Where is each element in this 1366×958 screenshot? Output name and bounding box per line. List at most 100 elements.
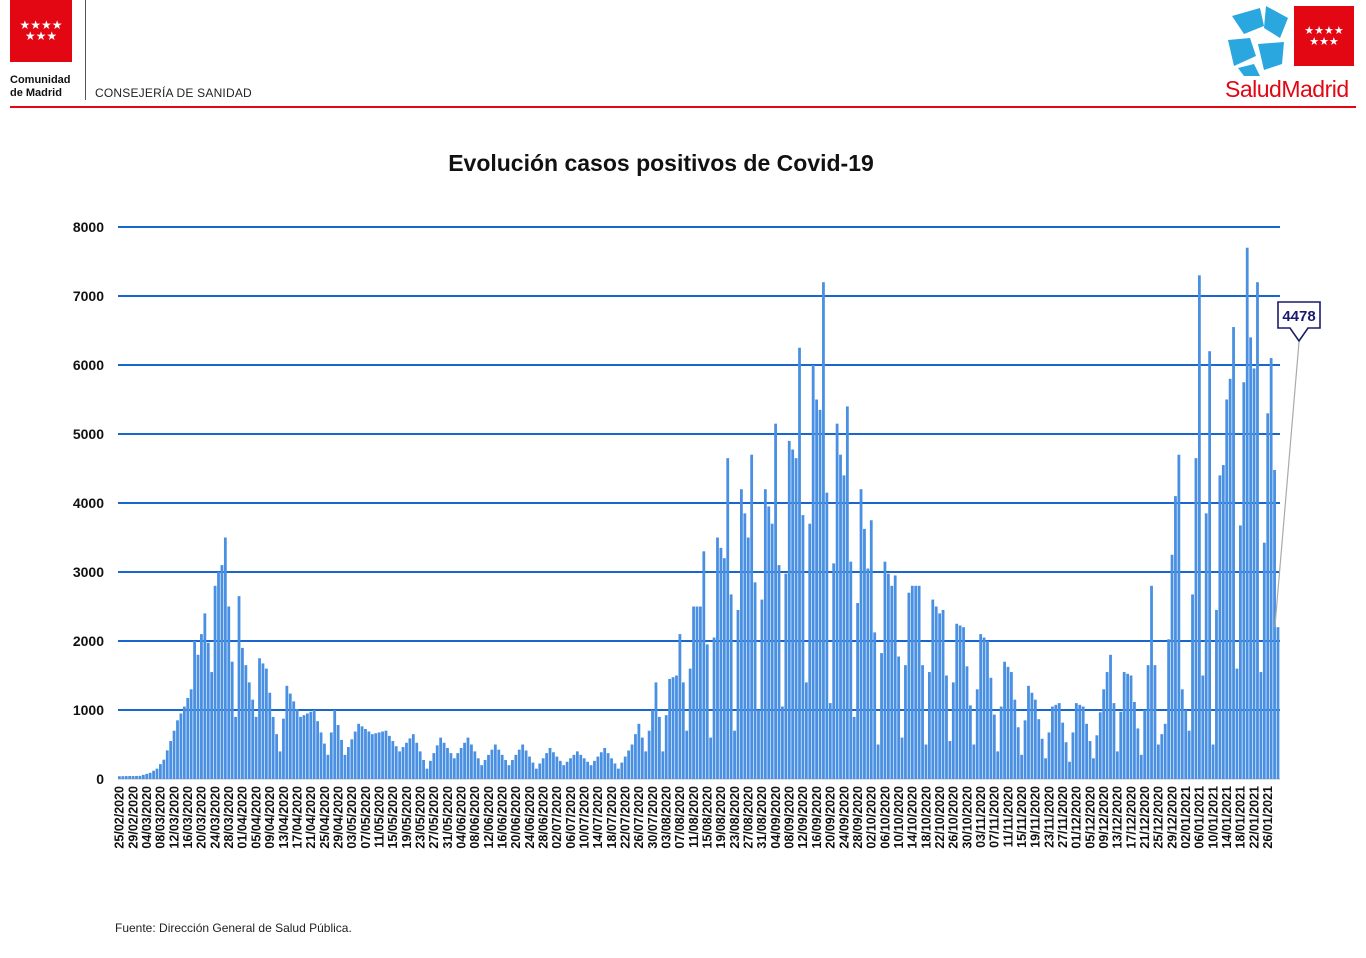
- bar: [927, 672, 931, 779]
- x-tick-label: 05/12/2020: [1083, 786, 1097, 849]
- bar: [979, 634, 983, 779]
- bar: [883, 561, 887, 779]
- bar: [500, 754, 504, 779]
- bar: [398, 751, 402, 779]
- bar: [473, 751, 477, 779]
- x-tick-label: 22/07/2020: [619, 786, 633, 849]
- bar: [931, 599, 935, 779]
- bar: [777, 565, 781, 779]
- bar: [1194, 458, 1198, 779]
- bar: [370, 734, 374, 779]
- bar: [384, 730, 388, 779]
- x-tick-label: 06/10/2020: [878, 786, 892, 849]
- bar: [118, 776, 121, 779]
- bar: [555, 756, 559, 779]
- x-tick-label: 26/10/2020: [947, 786, 961, 849]
- bar: [309, 711, 313, 779]
- x-tick-label: 26/07/2020: [632, 786, 646, 849]
- bar: [869, 520, 873, 779]
- bar: [692, 606, 695, 779]
- bar: [890, 585, 894, 779]
- bar: [849, 561, 853, 779]
- x-tick-label: 27/08/2020: [742, 786, 756, 849]
- bar: [760, 599, 764, 779]
- bar: [456, 753, 460, 780]
- bar: [593, 760, 596, 779]
- x-tick-label: 14/10/2020: [906, 786, 920, 849]
- bar: [217, 572, 220, 779]
- bar: [429, 760, 432, 779]
- bar: [145, 773, 149, 779]
- bar: [182, 706, 186, 779]
- bar: [996, 751, 1000, 779]
- x-tick-label: 04/06/2020: [455, 786, 469, 849]
- x-tick-label: 15/11/2020: [1015, 786, 1029, 848]
- bar: [394, 746, 398, 779]
- bar: [534, 768, 538, 779]
- bar: [856, 603, 860, 779]
- bar-series: [118, 247, 1280, 780]
- bar: [1269, 358, 1273, 779]
- bar: [726, 458, 730, 779]
- x-tick-label: 12/03/2020: [167, 786, 181, 849]
- x-tick-label: 23/08/2020: [728, 786, 742, 849]
- x-tick-label: 13/04/2020: [277, 786, 291, 849]
- bar: [302, 715, 306, 779]
- bar: [986, 641, 989, 779]
- bar: [452, 758, 456, 779]
- bar: [1252, 368, 1256, 779]
- bar: [435, 745, 439, 779]
- bar: [842, 475, 846, 779]
- bar: [794, 458, 798, 779]
- bar: [579, 754, 583, 779]
- bar: [839, 454, 842, 779]
- bar: [938, 613, 942, 779]
- y-tick-label: 0: [96, 771, 104, 787]
- bar: [702, 551, 706, 779]
- bar: [675, 675, 678, 779]
- bar: [1249, 337, 1253, 779]
- bar: [815, 399, 818, 779]
- bar: [152, 770, 155, 779]
- bar: [845, 406, 849, 779]
- x-tick-label: 13/12/2020: [1111, 786, 1125, 849]
- bar: [1235, 668, 1239, 779]
- bar: [1109, 654, 1112, 779]
- x-tick-label: 22/10/2020: [933, 786, 947, 849]
- bar: [589, 765, 593, 779]
- x-tick-label: 02/07/2020: [550, 786, 564, 849]
- bar: [822, 282, 825, 779]
- y-tick-label: 2000: [73, 633, 104, 649]
- bar: [387, 735, 391, 780]
- bar: [688, 668, 692, 779]
- bar: [333, 710, 337, 779]
- bar: [545, 753, 549, 780]
- bar: [220, 565, 224, 779]
- bar: [1006, 666, 1010, 780]
- bar: [644, 751, 648, 779]
- bar: [606, 753, 610, 780]
- bar: [1057, 703, 1061, 779]
- bar: [353, 731, 357, 779]
- bar: [623, 756, 627, 779]
- bar: [1068, 761, 1071, 779]
- bar: [234, 716, 237, 779]
- bar: [832, 563, 836, 780]
- bar: [664, 715, 668, 779]
- bar: [1102, 689, 1106, 779]
- bar: [172, 730, 176, 779]
- x-tick-label: 15/05/2020: [386, 786, 400, 849]
- department-name: CONSEJERÍA DE SANIDAD: [95, 86, 252, 100]
- bar: [989, 677, 993, 779]
- bar: [572, 754, 576, 779]
- x-tick-label: 22/01/2021: [1247, 786, 1261, 849]
- bar: [285, 685, 289, 779]
- bar: [893, 575, 897, 779]
- bar: [1037, 719, 1041, 779]
- x-tick-label: 01/04/2020: [236, 786, 250, 849]
- bar: [323, 743, 326, 779]
- bar: [1174, 496, 1177, 779]
- x-tick-label: 02/10/2020: [865, 786, 879, 849]
- source-note: Fuente: Dirección General de Salud Públi…: [115, 921, 352, 935]
- bar: [329, 732, 333, 779]
